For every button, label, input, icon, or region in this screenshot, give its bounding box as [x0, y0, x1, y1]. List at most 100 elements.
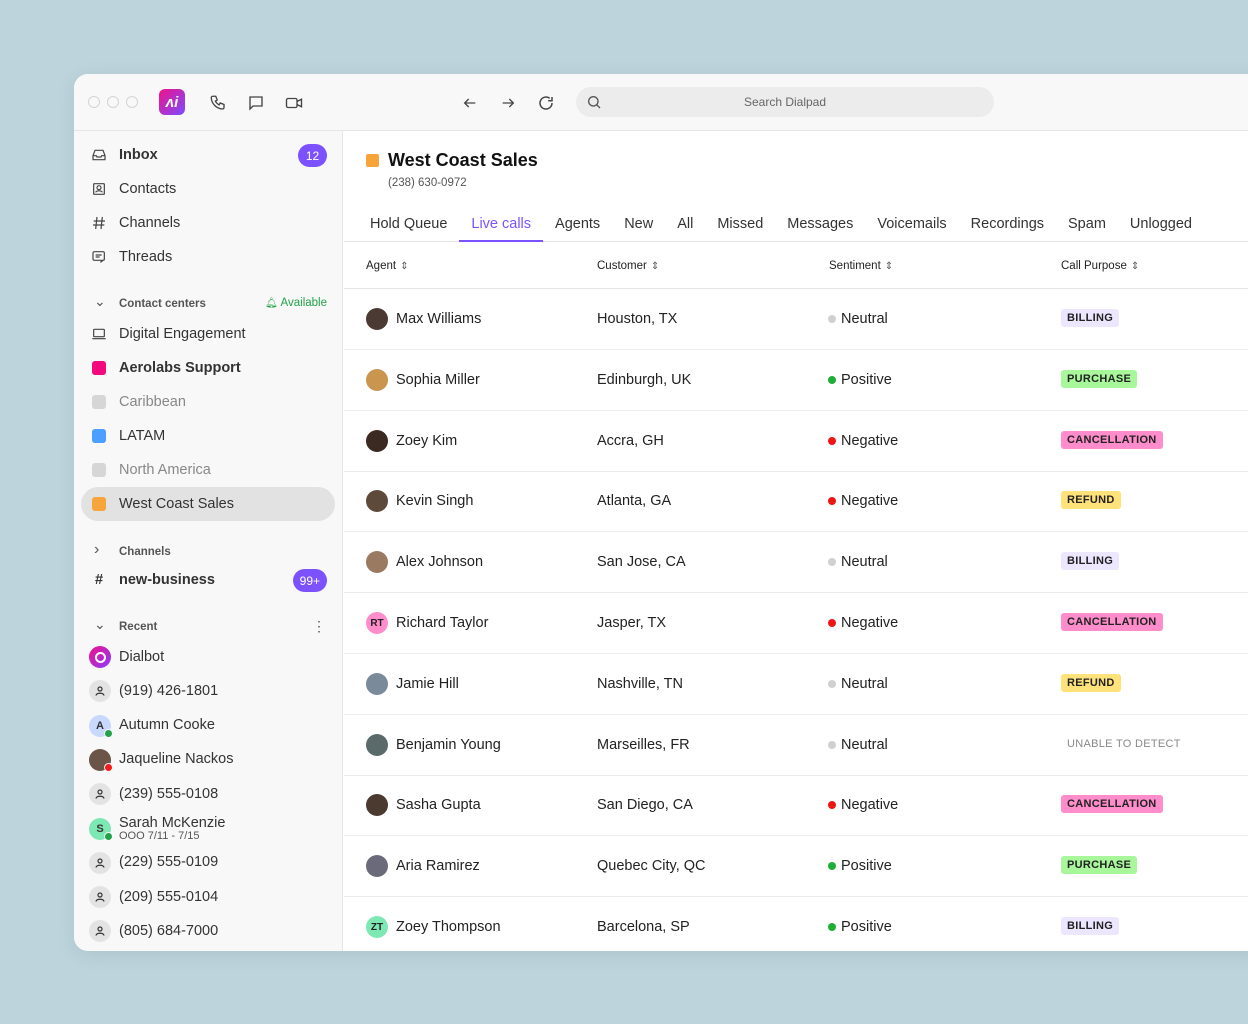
table-row[interactable]: ZT Zoey Thompson Barcelona, SP Positive BILL… [344, 897, 1248, 951]
close-window-button[interactable] [88, 96, 100, 108]
contact-center-item[interactable]: Digital Engagement [81, 317, 335, 351]
tab-all[interactable]: All [677, 216, 694, 232]
agent-cell: Alex Johnson [366, 532, 483, 592]
recent-item[interactable]: S Sarah McKenzie OOO 7/11 - 7/15 [81, 812, 335, 846]
refresh-icon[interactable] [536, 93, 556, 113]
customer-location: Houston, TX [597, 311, 678, 327]
tab-voicemails[interactable]: Voicemails [877, 216, 947, 232]
agent-name: Benjamin Young [396, 736, 501, 753]
table-row[interactable]: Zoey Kim Accra, GH Negative CANCELLATION [344, 411, 1248, 472]
recent-item[interactable]: Dialbot [81, 640, 335, 674]
recent-item[interactable]: (229) 555-0109 [81, 846, 335, 880]
call-purpose-tag: CANCELLATION [1061, 613, 1163, 631]
sidebar-item-inbox[interactable]: Inbox 12 [81, 138, 335, 172]
tab-unlogged[interactable]: Unlogged [1129, 216, 1192, 232]
tab-new[interactable]: New [624, 216, 654, 232]
channel-item[interactable]: # new-business 99+ [81, 563, 335, 597]
contact-center-item[interactable]: North America [81, 453, 335, 487]
column-header-call-purpose[interactable]: Call Purpose ⇕ [1061, 243, 1139, 289]
agent-name: Zoey Kim [396, 432, 458, 449]
recent-header[interactable]: Recent [119, 621, 158, 633]
table-row[interactable]: RT Richard Taylor Jasper, TX Negative CANCEL… [344, 593, 1248, 654]
person-icon [89, 920, 111, 943]
color-square-icon [91, 360, 107, 376]
table-row[interactable]: Kevin Singh Atlanta, GA Negative REFUND [344, 470, 1248, 533]
sort-icon: ⇕ [884, 260, 894, 272]
availability-status[interactable]: 🔔︎ Available [265, 297, 327, 309]
channels-header[interactable]: Channels [119, 546, 171, 558]
tab-spam[interactable]: Spam [1068, 216, 1106, 232]
customer-location: San Diego, CA [597, 797, 693, 814]
sentiment-label: Neutral [841, 311, 888, 327]
minimize-window-button[interactable] [107, 96, 119, 108]
recent-item[interactable]: (239) 555-0108 [81, 777, 335, 811]
table-row[interactable]: Jamie Hill Nashville, TN Neutral REFUND [344, 654, 1248, 715]
recent-item[interactable]: (919) 426-1801 [81, 674, 335, 708]
purpose-cell: UNABLE TO DETECT [1061, 714, 1187, 774]
page-title: West Coast Sales [388, 150, 538, 170]
recent-item[interactable]: A Autumn Cooke [81, 709, 335, 743]
forward-arrow-icon[interactable] [498, 93, 518, 113]
column-header-sentiment[interactable]: Sentiment ⇕ [829, 243, 893, 289]
table-row[interactable]: Sophia Miller Edinburgh, UK Positive PURCHA… [344, 350, 1248, 411]
agent-name: Aria Ramirez [396, 858, 480, 875]
contact-centers-header[interactable]: Contact centers [119, 298, 206, 310]
phone-icon[interactable] [208, 93, 228, 113]
app-logo[interactable]: ᴧi [159, 89, 185, 115]
customer-cell: Nashville, TN [597, 654, 683, 714]
customer-location: Quebec City, QC [597, 858, 706, 875]
chat-icon[interactable] [246, 93, 266, 113]
customer-cell: Quebec City, QC [597, 836, 706, 896]
chevron-right-icon[interactable]: › [94, 541, 100, 558]
table-row[interactable]: Sasha Gupta San Diego, CA Negative CANCELLA… [344, 775, 1248, 837]
chevron-down-icon[interactable]: ⌄ [94, 616, 106, 632]
color-square-icon [91, 394, 107, 410]
more-options-icon[interactable]: ⋮ [312, 618, 326, 634]
tab-missed[interactable]: Missed [717, 216, 764, 232]
agent-cell: Aria Ramirez [366, 836, 480, 896]
sentiment-dot [828, 436, 836, 445]
tab-hold-queue[interactable]: Hold Queue [370, 216, 448, 232]
agent-cell: Zoey Kim [366, 411, 457, 471]
presence-dot [104, 728, 113, 738]
sidebar-item-threads[interactable]: Threads [81, 240, 335, 274]
laptop-icon [91, 326, 107, 342]
tab-messages[interactable]: Messages [787, 216, 854, 232]
table-row[interactable]: Alex Johnson San Jose, CA Neutral BILLING [344, 532, 1248, 594]
tab-live-calls[interactable]: Live calls [459, 209, 544, 242]
back-arrow-icon[interactable] [460, 93, 480, 113]
maximize-window-button[interactable] [126, 96, 138, 108]
recent-item[interactable]: Jaqueline Nackos [81, 743, 335, 777]
contact-center-item[interactable]: Aerolabs Support [81, 351, 335, 385]
table-row[interactable]: Benjamin Young Marseilles, FR Neutral UNABL… [344, 715, 1248, 776]
column-header-agent[interactable]: Agent ⇕ [366, 243, 408, 289]
tab-agents[interactable]: Agents [555, 216, 601, 232]
column-header-customer[interactable]: Customer ⇕ [597, 243, 659, 289]
agent-cell: Benjamin Young [366, 715, 501, 775]
recent-item[interactable]: (209) 555-0104 [81, 880, 335, 914]
sentiment-label: Neutral [841, 736, 888, 753]
call-purpose-tag: PURCHASE [1061, 369, 1138, 388]
bell-icon: 🔔︎ [265, 298, 281, 309]
chevron-down-icon[interactable]: ⌄ [94, 293, 106, 309]
sidebar-item-contacts[interactable]: Contacts [81, 172, 335, 206]
recent-item[interactable]: (805) 684-7000 [81, 914, 335, 948]
sidebar-item-label: Contacts [119, 181, 177, 197]
search-input[interactable]: Search Dialpad [576, 87, 994, 117]
purpose-cell: REFUND [1061, 470, 1121, 530]
customer-cell: Atlanta, GA [597, 471, 671, 531]
table-row[interactable]: Max Williams Houston, TX Neutral BILLING [344, 289, 1248, 350]
inbox-icon [91, 147, 107, 163]
sentiment-dot [828, 497, 836, 506]
contact-center-item[interactable]: West Coast Sales [81, 487, 335, 521]
video-icon[interactable] [284, 93, 304, 113]
table-row[interactable]: Aria Ramirez Quebec City, QC Positive PURCH… [344, 836, 1248, 898]
call-purpose-tag: UNABLE TO DETECT [1067, 737, 1181, 750]
tab-bar: Hold Queue Live calls Agents New All Missed Me… [344, 209, 1248, 242]
tab-recordings[interactable]: Recordings [970, 216, 1045, 232]
call-purpose-tag: CANCELLATION [1061, 430, 1163, 449]
person-icon [89, 886, 111, 909]
contact-center-item[interactable]: LATAM [81, 419, 335, 453]
contact-center-item[interactable]: Caribbean [81, 385, 335, 419]
sidebar-item-channels[interactable]: Channels [81, 206, 335, 240]
